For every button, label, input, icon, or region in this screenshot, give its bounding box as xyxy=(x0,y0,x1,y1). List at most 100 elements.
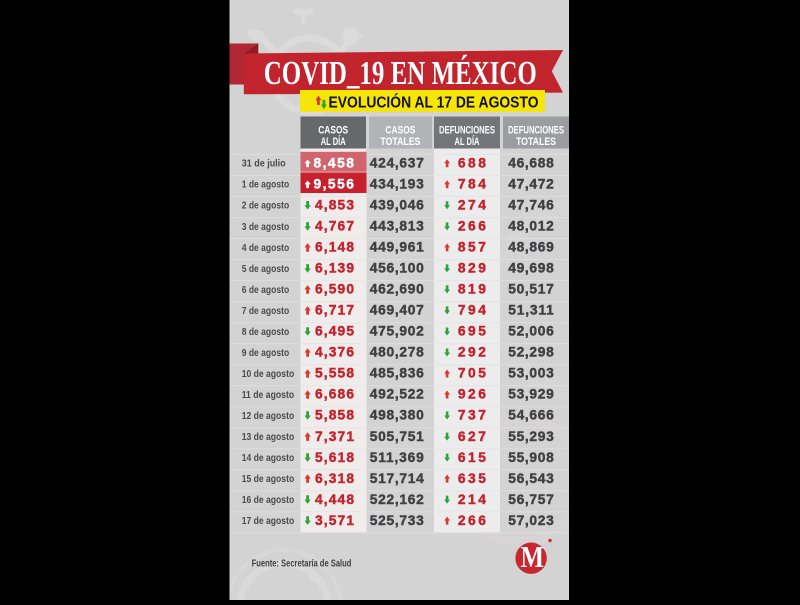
svg-text:6,495: 6,495 xyxy=(315,324,354,339)
svg-text:6,148: 6,148 xyxy=(315,240,354,255)
svg-text:10 de agosto: 10 de agosto xyxy=(242,369,295,380)
svg-text:857: 857 xyxy=(458,240,486,255)
svg-text:4,448: 4,448 xyxy=(315,492,354,507)
svg-text:47,472: 47,472 xyxy=(508,177,554,192)
svg-text:705: 705 xyxy=(458,366,486,381)
svg-text:7,371: 7,371 xyxy=(315,429,354,444)
svg-text:53,003: 53,003 xyxy=(508,366,554,381)
svg-text:14 de agosto: 14 de agosto xyxy=(242,453,295,464)
svg-text:52,298: 52,298 xyxy=(508,345,554,360)
svg-text:525,733: 525,733 xyxy=(370,513,424,528)
svg-text:449,961: 449,961 xyxy=(370,240,424,255)
svg-text:6,717: 6,717 xyxy=(315,303,354,318)
svg-text:266: 266 xyxy=(458,513,486,528)
svg-text:829: 829 xyxy=(458,261,486,276)
svg-text:7 de agosto: 7 de agosto xyxy=(242,306,290,317)
svg-text:4,767: 4,767 xyxy=(315,219,354,234)
svg-text:11 de agosto: 11 de agosto xyxy=(242,390,295,401)
svg-text:434,193: 434,193 xyxy=(370,177,424,192)
svg-text:53,929: 53,929 xyxy=(508,387,554,402)
svg-text:15 de agosto: 15 de agosto xyxy=(242,474,295,485)
svg-text:615: 615 xyxy=(458,450,486,465)
svg-text:9,556: 9,556 xyxy=(313,177,354,192)
svg-text:TOTALES: TOTALES xyxy=(516,136,556,148)
svg-text:CASOS: CASOS xyxy=(385,124,415,136)
svg-text:522,162: 522,162 xyxy=(370,492,424,507)
svg-text:16 de agosto: 16 de agosto xyxy=(242,495,295,506)
svg-text:439,046: 439,046 xyxy=(370,198,424,213)
svg-text:5 de agosto: 5 de agosto xyxy=(242,264,290,275)
svg-text:17 de agosto: 17 de agosto xyxy=(242,516,295,527)
svg-text:8,458: 8,458 xyxy=(313,156,354,171)
svg-text:1 de agosto: 1 de agosto xyxy=(242,180,290,191)
svg-text:443,813: 443,813 xyxy=(370,219,424,234)
svg-text:737: 737 xyxy=(458,408,486,423)
svg-text:3 de agosto: 3 de agosto xyxy=(242,222,290,233)
svg-text:469,407: 469,407 xyxy=(370,303,424,318)
svg-text:52,006: 52,006 xyxy=(508,324,554,339)
svg-text:784: 784 xyxy=(458,177,486,192)
svg-text:635: 635 xyxy=(458,471,486,486)
svg-text:480,278: 480,278 xyxy=(370,345,424,360)
svg-text:57,023: 57,023 xyxy=(508,513,554,528)
svg-text:475,902: 475,902 xyxy=(370,324,424,339)
svg-text:6,590: 6,590 xyxy=(315,282,354,297)
svg-text:627: 627 xyxy=(458,429,486,444)
svg-text:4,376: 4,376 xyxy=(315,345,354,360)
svg-text:485,836: 485,836 xyxy=(370,366,424,381)
svg-text:266: 266 xyxy=(458,219,486,234)
svg-text:DEFUNCIONES: DEFUNCIONES xyxy=(439,124,495,136)
svg-text:Fuente: Secretaría de Salud: Fuente: Secretaría de Salud xyxy=(252,558,352,569)
svg-text:819: 819 xyxy=(458,282,486,297)
svg-text:2 de agosto: 2 de agosto xyxy=(242,201,290,212)
svg-text:55,908: 55,908 xyxy=(508,450,554,465)
svg-text:56,543: 56,543 xyxy=(508,471,554,486)
svg-text:505,751: 505,751 xyxy=(370,429,424,444)
svg-text:3,571: 3,571 xyxy=(315,513,354,528)
svg-text:695: 695 xyxy=(458,324,486,339)
svg-text:48,012: 48,012 xyxy=(508,219,554,234)
svg-text:49,698: 49,698 xyxy=(508,261,554,276)
svg-text:498,380: 498,380 xyxy=(370,408,424,423)
svg-text:8 de agosto: 8 de agosto xyxy=(242,327,290,338)
svg-text:9 de agosto: 9 de agosto xyxy=(242,348,290,359)
svg-text:TOTALES: TOTALES xyxy=(380,136,420,148)
svg-text:517,714: 517,714 xyxy=(370,471,424,486)
svg-text:794: 794 xyxy=(458,303,486,318)
svg-text:926: 926 xyxy=(458,387,486,402)
svg-text:COVID_19 EN MÉXICO: COVID_19 EN MÉXICO xyxy=(264,55,537,92)
svg-text:50,517: 50,517 xyxy=(508,282,554,297)
svg-text:4,853: 4,853 xyxy=(315,198,354,213)
svg-text:51,311: 51,311 xyxy=(508,303,554,318)
svg-text:274: 274 xyxy=(458,198,486,213)
svg-text:48,869: 48,869 xyxy=(508,240,554,255)
svg-text:AL DÍA: AL DÍA xyxy=(455,135,480,148)
svg-text:55,293: 55,293 xyxy=(508,429,554,444)
svg-text:EVOLUCIÓN AL 17 DE AGOSTO: EVOLUCIÓN AL 17 DE AGOSTO xyxy=(329,93,539,111)
svg-text:511,369: 511,369 xyxy=(370,450,424,465)
svg-text:M: M xyxy=(521,539,545,574)
svg-text:AL DÍA: AL DÍA xyxy=(321,135,346,148)
svg-text:6 de agosto: 6 de agosto xyxy=(242,285,290,296)
svg-text:56,757: 56,757 xyxy=(508,492,554,507)
svg-text:688: 688 xyxy=(458,156,486,171)
svg-text:424,637: 424,637 xyxy=(370,156,424,171)
svg-text:46,688: 46,688 xyxy=(508,156,554,171)
svg-text:492,522: 492,522 xyxy=(370,387,424,402)
svg-text:6,318: 6,318 xyxy=(315,471,354,486)
svg-text:5,558: 5,558 xyxy=(315,366,354,381)
svg-text:292: 292 xyxy=(458,345,486,360)
svg-text:13 de agosto: 13 de agosto xyxy=(242,432,295,443)
svg-text:31 de julio: 31 de julio xyxy=(242,159,286,170)
svg-text:6,139: 6,139 xyxy=(315,261,354,276)
svg-text:462,690: 462,690 xyxy=(370,282,424,297)
svg-text:47,746: 47,746 xyxy=(508,198,554,213)
svg-text:12 de agosto: 12 de agosto xyxy=(242,411,295,422)
svg-text:5,858: 5,858 xyxy=(315,408,354,423)
svg-text:6,686: 6,686 xyxy=(315,387,354,402)
svg-text:54,666: 54,666 xyxy=(508,408,554,423)
svg-text:456,100: 456,100 xyxy=(370,261,424,276)
svg-text:CASOS: CASOS xyxy=(318,124,348,136)
svg-text:4 de agosto: 4 de agosto xyxy=(242,243,290,254)
svg-text:DEFUNCIONES: DEFUNCIONES xyxy=(508,124,564,136)
